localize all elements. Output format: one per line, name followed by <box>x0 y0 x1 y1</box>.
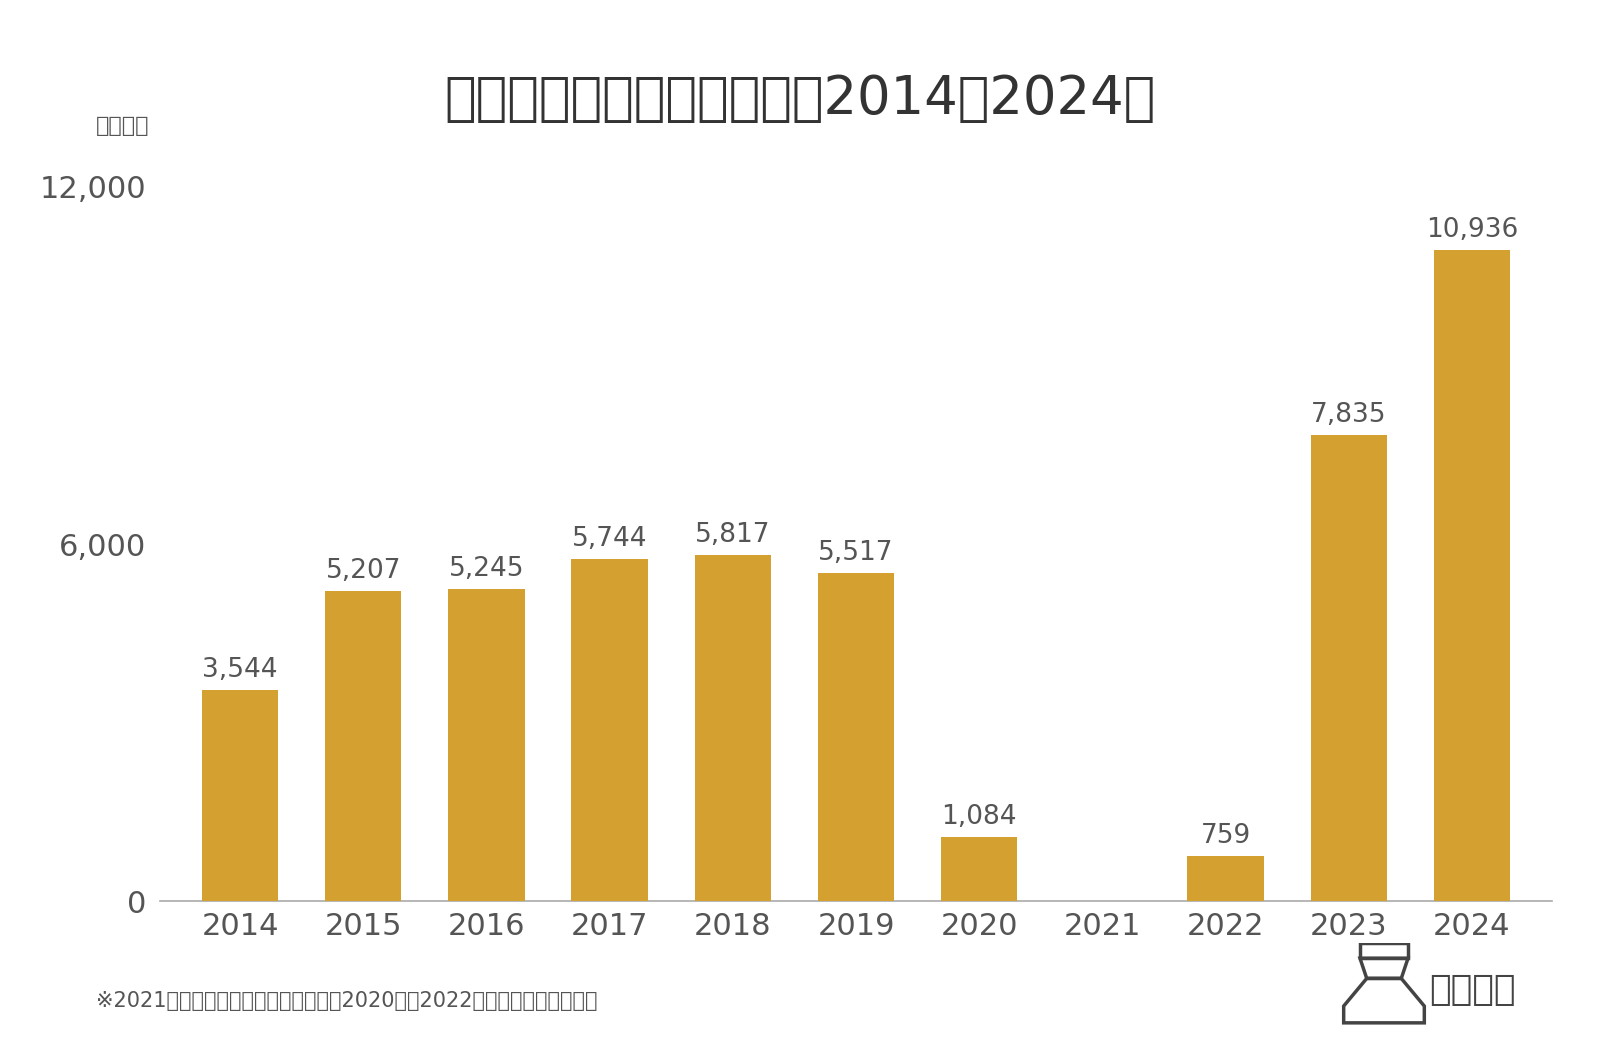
Bar <box>448 589 525 901</box>
Bar <box>325 591 402 901</box>
Bar <box>694 555 771 901</box>
Text: 3,544: 3,544 <box>202 657 278 683</box>
Bar <box>941 836 1018 901</box>
Bar <box>1310 435 1387 901</box>
Text: 5,245: 5,245 <box>448 555 525 582</box>
Text: 5,744: 5,744 <box>571 526 648 552</box>
Text: 訪日台湾人消費額の推移（2014〜2024）: 訪日台湾人消費額の推移（2014〜2024） <box>445 73 1155 126</box>
Bar <box>818 573 894 901</box>
Text: 1,084: 1,084 <box>941 804 1018 830</box>
Text: ※2021年は国別消費額のデータなし。2020年、2022年は観光庁の試算値。: ※2021年は国別消費額のデータなし。2020年、2022年は観光庁の試算値。 <box>96 991 597 1011</box>
Text: （億円）: （億円） <box>96 116 149 136</box>
Text: 759: 759 <box>1200 823 1251 849</box>
Text: 5,817: 5,817 <box>694 522 771 548</box>
Bar <box>1187 856 1264 901</box>
Bar <box>571 560 648 901</box>
Bar <box>1434 250 1510 901</box>
Text: 5,207: 5,207 <box>325 559 402 584</box>
Bar <box>202 691 278 901</box>
Text: 10,936: 10,936 <box>1426 217 1518 243</box>
Text: 7,835: 7,835 <box>1310 401 1387 428</box>
Text: 5,517: 5,517 <box>818 540 894 566</box>
Text: 訪日ラボ: 訪日ラボ <box>1429 974 1515 1007</box>
